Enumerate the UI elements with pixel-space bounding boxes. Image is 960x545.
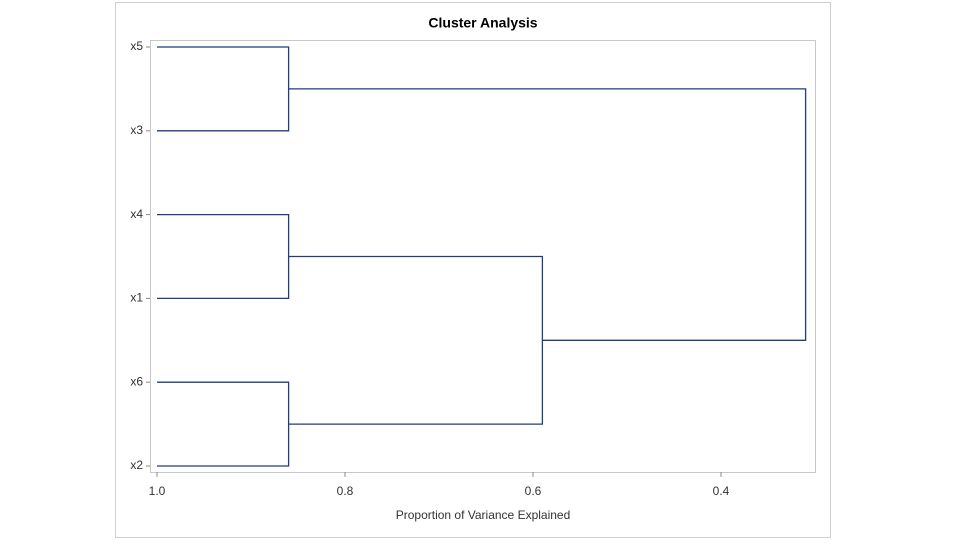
dendrogram-link — [288, 255, 544, 425]
plot-frame — [150, 40, 816, 473]
leaf-label: x5 — [130, 39, 143, 53]
leaf-label: x1 — [130, 291, 143, 305]
leaf-label: x4 — [130, 207, 143, 221]
leaf-label: x3 — [130, 123, 143, 137]
dendrogram-link — [288, 88, 807, 341]
dendrogram-link — [157, 381, 290, 467]
dendrogram-link — [157, 46, 290, 132]
x-axis-label: Proportion of Variance Explained — [396, 508, 571, 522]
leaf-label: x2 — [130, 458, 143, 472]
x-tick-label: 0.4 — [713, 484, 730, 498]
chart-title: Cluster Analysis — [428, 15, 537, 31]
dendrogram-link — [157, 213, 290, 300]
x-tick-label: 0.6 — [525, 484, 542, 498]
x-tick-label: 1.0 — [149, 484, 166, 498]
x-tick-label: 0.8 — [337, 484, 354, 498]
outer-frame — [115, 2, 831, 538]
leaf-label: x6 — [130, 374, 143, 388]
